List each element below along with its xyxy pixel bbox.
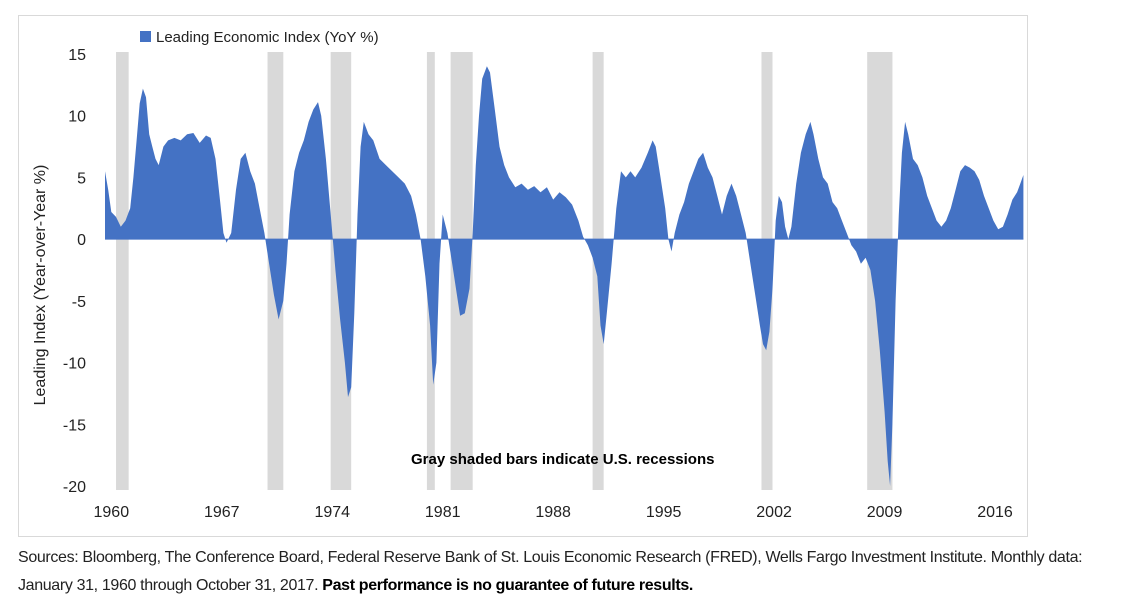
x-tick-label: 2002: [756, 504, 792, 521]
x-tick-label: 2016: [977, 504, 1013, 521]
legend: Leading Economic Index (YoY %): [140, 29, 379, 46]
recession-annotation: Gray shaded bars indicate U.S. recession…: [411, 451, 714, 468]
x-tick-label: 1960: [94, 504, 130, 521]
y-tick-label: 10: [68, 109, 86, 126]
x-tick-label: 1988: [535, 504, 571, 521]
chart-frame: 15 10 5 0 -5 -10 -15 -20 1960 1967 1974 1981 1988 19…: [18, 15, 1028, 537]
y-tick-label: 5: [77, 170, 86, 187]
x-tick-label: 1967: [204, 504, 240, 521]
source-note: Sources: Bloomberg, The Conference Board…: [18, 544, 1123, 600]
x-tick-label: 1995: [646, 504, 682, 521]
y-axis-ticks: 15 10 5 0 -5 -10 -15 -20: [63, 47, 86, 496]
recession-bar-1: [116, 52, 129, 490]
y-tick-label: -10: [63, 356, 86, 373]
y-tick-label: -15: [63, 417, 86, 434]
y-axis-label: Leading Index (Year-over-Year %): [32, 165, 49, 406]
x-axis-ticks: 1960 1967 1974 1981 1988 1995 2002 2009 2016: [94, 504, 1013, 521]
source-text: Sources: Bloomberg, The Conference Board…: [18, 549, 1083, 594]
disclaimer-text: Past performance is no guarantee of futu…: [322, 577, 693, 594]
y-tick-label: 15: [68, 47, 86, 64]
recession-bars: [116, 52, 893, 490]
legend-label: Leading Economic Index (YoY %): [156, 29, 379, 46]
x-tick-label: 1974: [314, 504, 350, 521]
x-tick-label: 1981: [425, 504, 461, 521]
y-tick-label: -5: [72, 294, 86, 311]
y-tick-label: -20: [63, 479, 86, 496]
y-tick-label: 0: [77, 232, 86, 249]
x-tick-label: 2009: [867, 504, 903, 521]
legend-swatch: [140, 31, 151, 42]
